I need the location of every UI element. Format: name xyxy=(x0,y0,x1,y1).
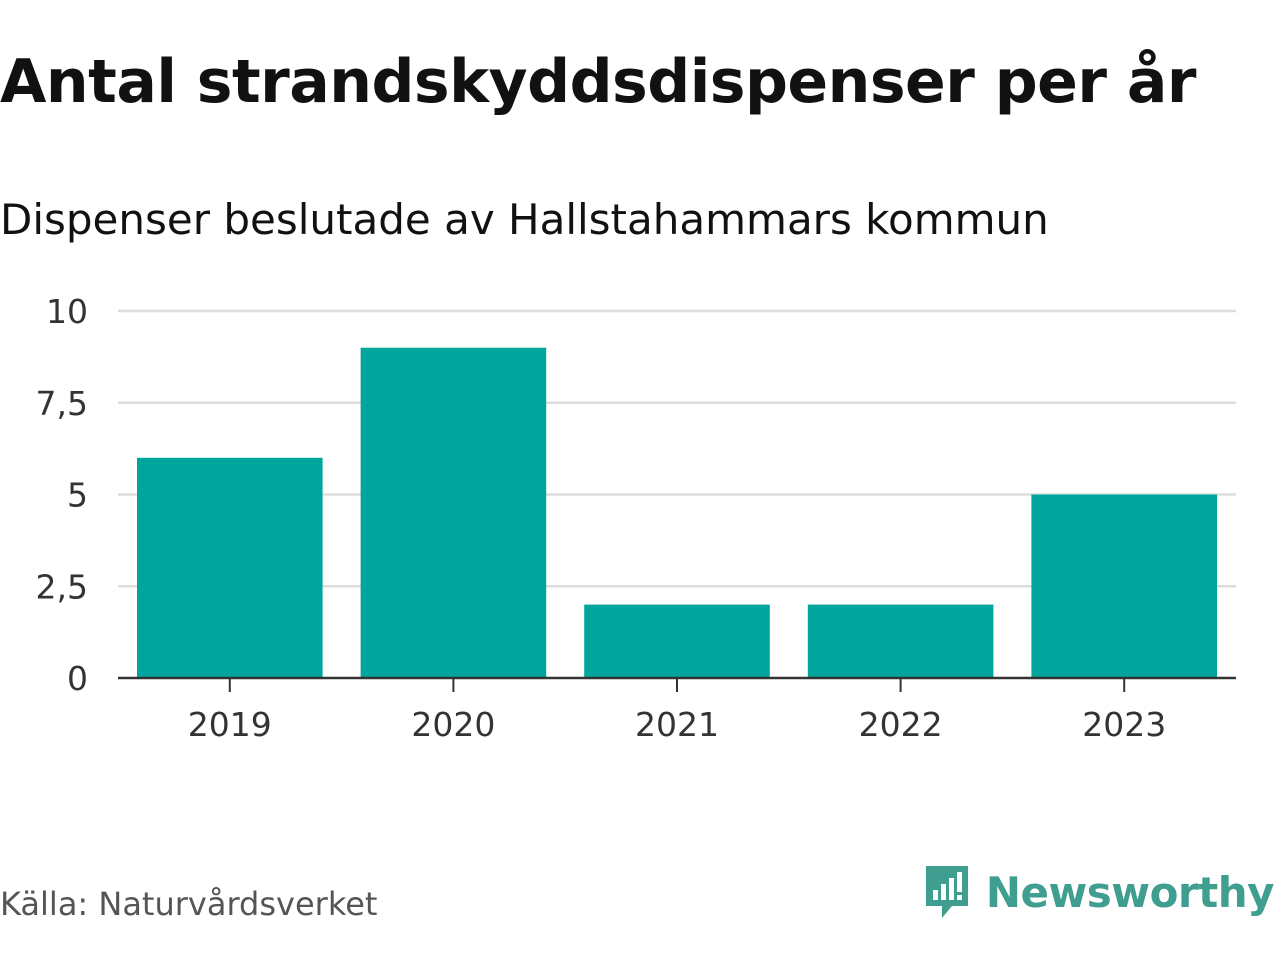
y-tick-label: 7,5 xyxy=(36,384,88,423)
y-tick-label: 2,5 xyxy=(36,567,88,606)
x-ticks: 2019 2020 2021 2022 2023 xyxy=(188,678,1166,744)
bar-2019 xyxy=(137,457,323,678)
bar-2020 xyxy=(360,347,547,678)
y-tick-labels: 0 2,5 5 7,5 10 xyxy=(36,292,88,698)
y-tick-label: 10 xyxy=(46,292,88,331)
x-tick-label: 2019 xyxy=(188,705,272,744)
x-tick-label: 2023 xyxy=(1082,705,1166,744)
bar-2021 xyxy=(584,604,770,678)
y-tick-label: 5 xyxy=(67,476,88,515)
brand-name: Newsworthy xyxy=(985,867,1275,917)
source-note: Källa: Naturvårdsverket xyxy=(0,885,378,923)
chart-title: Antal strandskyddsdispenser per år xyxy=(0,47,1196,117)
bar-2023 xyxy=(1031,494,1217,678)
x-tick-label: 2022 xyxy=(859,705,943,744)
chart-subtitle: Dispenser beslutade av Hallstahammars ko… xyxy=(0,195,1049,244)
bars xyxy=(137,347,1217,678)
bar-2022 xyxy=(807,604,994,678)
brand-logo[interactable]: Newsworthy xyxy=(922,862,1275,922)
x-tick-label: 2020 xyxy=(411,705,495,744)
newsworthy-logo-icon xyxy=(925,866,968,918)
y-tick-label: 0 xyxy=(67,659,88,698)
x-tick-label: 2021 xyxy=(635,705,719,744)
